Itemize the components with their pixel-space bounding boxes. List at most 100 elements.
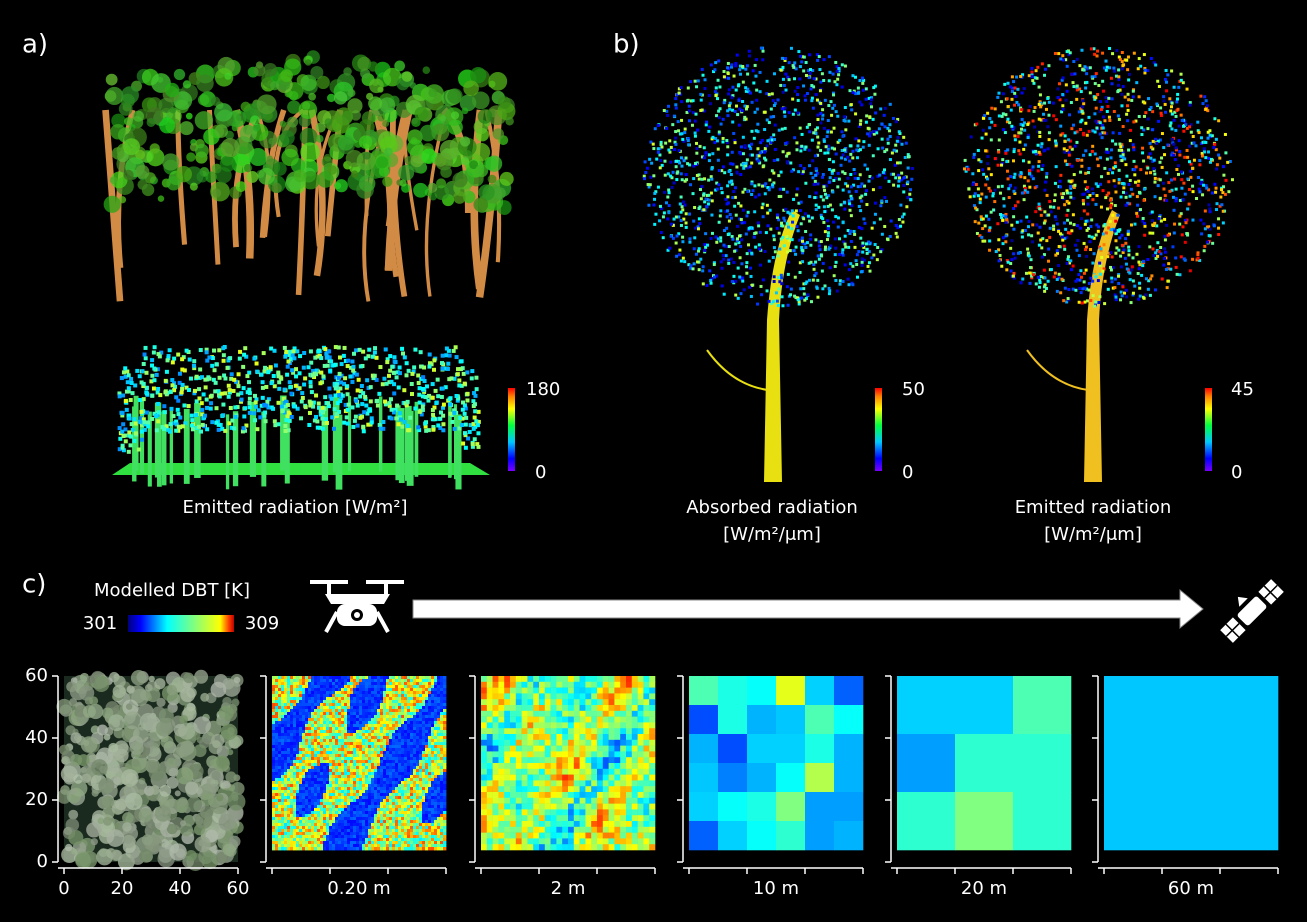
leaf	[998, 259, 1001, 262]
leaf	[977, 194, 980, 197]
pixel	[275, 733, 278, 736]
leaf	[398, 165, 414, 181]
leaf	[764, 111, 767, 114]
leaf	[749, 165, 752, 168]
leaf	[1220, 188, 1223, 191]
leaf	[1231, 178, 1234, 181]
leaf	[1031, 240, 1034, 243]
pixel	[284, 739, 287, 742]
leaf	[792, 64, 795, 67]
leaf	[447, 397, 451, 401]
leaf	[286, 359, 290, 363]
leaf	[989, 190, 992, 193]
leaf	[1111, 171, 1114, 174]
leaf	[708, 126, 711, 129]
pixel	[284, 769, 287, 772]
leaf	[837, 226, 840, 229]
leaf	[1101, 124, 1104, 127]
leaf	[793, 295, 796, 298]
leaf	[284, 418, 288, 422]
leaf	[1027, 109, 1030, 112]
leaf	[1015, 76, 1018, 79]
leaf	[432, 368, 436, 372]
leaf	[752, 81, 755, 84]
pixel	[284, 703, 287, 706]
pixel	[281, 712, 284, 715]
pixel	[281, 805, 284, 808]
leaf	[1066, 262, 1069, 265]
leaf	[338, 134, 354, 150]
leaf	[470, 369, 474, 373]
colorbar-max: 180	[526, 379, 560, 400]
leaf	[222, 373, 226, 377]
leaf	[695, 253, 698, 256]
pixel	[275, 802, 278, 805]
leaf	[786, 235, 789, 238]
leaf	[653, 192, 656, 195]
leaf	[693, 206, 696, 209]
pixel	[272, 778, 275, 781]
leaf	[768, 260, 771, 263]
leaf	[355, 373, 359, 377]
leaf	[1006, 170, 1009, 173]
leaf	[463, 382, 467, 386]
leaf	[1171, 138, 1174, 141]
leaf	[465, 398, 469, 402]
leaf	[899, 161, 902, 164]
leaf	[731, 196, 734, 199]
leaf	[1010, 98, 1013, 101]
leaf	[1149, 152, 1152, 155]
leaf	[898, 218, 901, 221]
trunk	[336, 415, 343, 490]
leaf	[123, 366, 127, 370]
leaf	[772, 300, 775, 303]
leaf	[787, 226, 790, 229]
leaf	[823, 152, 826, 155]
leaf	[1004, 131, 1007, 134]
leaf	[827, 104, 830, 107]
leaf	[719, 214, 722, 217]
leaf	[1033, 125, 1036, 128]
leaf	[286, 403, 290, 407]
leaf	[1045, 172, 1048, 175]
leaf	[1172, 154, 1175, 157]
leaf	[474, 419, 478, 423]
leaf	[801, 249, 804, 252]
leaf	[381, 420, 385, 424]
leaf	[1034, 106, 1037, 109]
pixel	[278, 796, 281, 799]
leaf	[784, 208, 787, 211]
leaf	[1126, 268, 1129, 271]
leaf	[1190, 131, 1193, 134]
leaf	[1093, 252, 1096, 255]
leaf	[676, 170, 679, 173]
crown	[211, 771, 220, 780]
leaf	[1058, 245, 1061, 248]
leaf	[801, 240, 804, 243]
leaf	[867, 127, 870, 130]
leaf	[834, 253, 837, 256]
leaf	[420, 125, 437, 142]
pixel	[281, 799, 284, 802]
leaf	[1209, 210, 1212, 213]
ground	[112, 463, 490, 475]
pixel	[272, 742, 275, 745]
leaf	[827, 227, 830, 230]
leaf	[382, 120, 389, 127]
leaf	[688, 105, 691, 108]
leaf	[1143, 297, 1146, 300]
leaf	[1127, 98, 1130, 101]
leaf	[280, 409, 284, 413]
leaf	[835, 83, 838, 86]
leaf	[703, 243, 706, 246]
leaf	[1038, 203, 1041, 206]
leaf	[1110, 148, 1113, 151]
leaf	[778, 232, 781, 235]
pixel	[272, 787, 275, 790]
leaf	[732, 190, 735, 193]
leaf	[846, 156, 849, 159]
pixel	[281, 772, 284, 775]
leaf	[310, 390, 314, 394]
crown	[113, 777, 121, 785]
leaf	[680, 219, 683, 222]
